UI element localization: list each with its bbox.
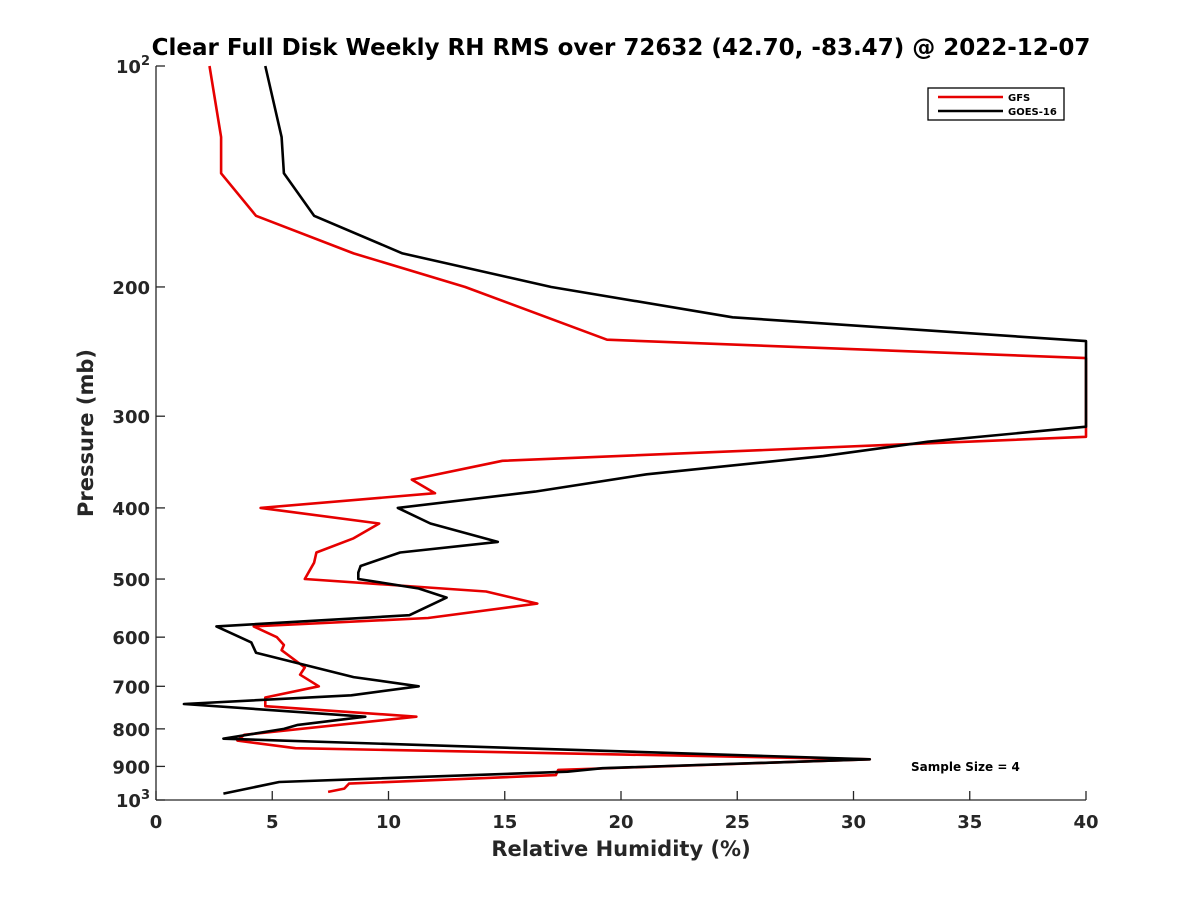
y-tick-label: 102: [116, 54, 150, 78]
legend-box: [927, 87, 1065, 121]
x-tick-label: 15: [492, 812, 517, 833]
y-tick-label: 200: [112, 278, 150, 299]
x-tick-label: 30: [841, 812, 866, 833]
legend-label-goes-16: GOES-16: [1008, 107, 1057, 118]
x-tick-label: 35: [957, 812, 982, 833]
y-tick-label: 103: [116, 788, 150, 812]
y-tick-label: 900: [112, 757, 150, 778]
y-tick-label: 700: [112, 677, 150, 698]
legend-label-gfs: GFS: [1008, 93, 1030, 104]
y-tick-label: 400: [112, 499, 150, 520]
y-axis-ticks: 102 200 300 400 500 600 700 800 900 103: [112, 54, 165, 812]
x-axis-ticks: 0 5 10 15 20 25 30 35 40: [150, 791, 1099, 833]
y-axis-label: Pressure (mb): [74, 349, 98, 517]
x-tick-label: 10: [376, 812, 401, 833]
plot-area: 0 5 10 15 20 25 30 35 40 102 200 300 400 500 600 700 80…: [112, 54, 1098, 833]
series-lines: [182, 65, 1088, 795]
chart-title: Clear Full Disk Weekly RH RMS over 72632…: [152, 35, 1091, 61]
y-tick-label: 300: [112, 407, 150, 428]
x-axis-label: Relative Humidity (%): [491, 837, 750, 861]
y-tick-label: 600: [112, 628, 150, 649]
x-tick-label: 0: [150, 812, 163, 833]
series-line-gfs: [208, 65, 1088, 794]
y-tick-label: 800: [112, 720, 150, 741]
y-tick-label: 500: [112, 570, 150, 591]
sample-size-annotation: Sample Size = 4: [911, 760, 1020, 774]
x-tick-label: 25: [725, 812, 750, 833]
legend: GFS GOES-16: [927, 87, 1065, 121]
x-tick-label: 40: [1073, 812, 1098, 833]
x-tick-label: 5: [266, 812, 279, 833]
x-tick-label: 20: [608, 812, 633, 833]
series-line-goes-16: [182, 65, 1088, 795]
